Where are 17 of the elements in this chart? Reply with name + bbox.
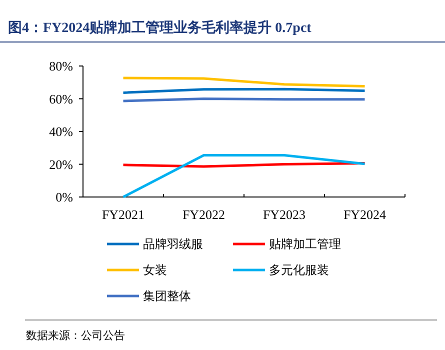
x-tick-label: FY2022 — [182, 207, 226, 222]
y-tick-label: 40% — [49, 124, 74, 140]
y-tick-label: 60% — [49, 91, 74, 106]
legend-label: 多元化服装 — [269, 263, 329, 278]
legend-label: 品牌羽绒服 — [143, 237, 203, 252]
legend-label: 集团整体 — [143, 289, 191, 304]
line-series — [122, 76, 366, 88]
y-tick-label: 0% — [56, 190, 74, 205]
x-tick-label: FY2021 — [102, 207, 145, 222]
x-tick-label: FY2023 — [262, 207, 306, 222]
y-tick-label: 20% — [49, 156, 74, 172]
legend-label: 贴牌加工管理 — [269, 237, 341, 252]
chart-title: 图4：FY2024贴牌加工管理业务毛利率提升 0.7pct — [8, 19, 312, 36]
source-note: 数据来源：公司公告 — [26, 329, 125, 342]
legend-label: 女装 — [143, 263, 167, 278]
y-tick-label: 80% — [49, 58, 74, 74]
x-tick-label: FY2024 — [343, 207, 387, 222]
